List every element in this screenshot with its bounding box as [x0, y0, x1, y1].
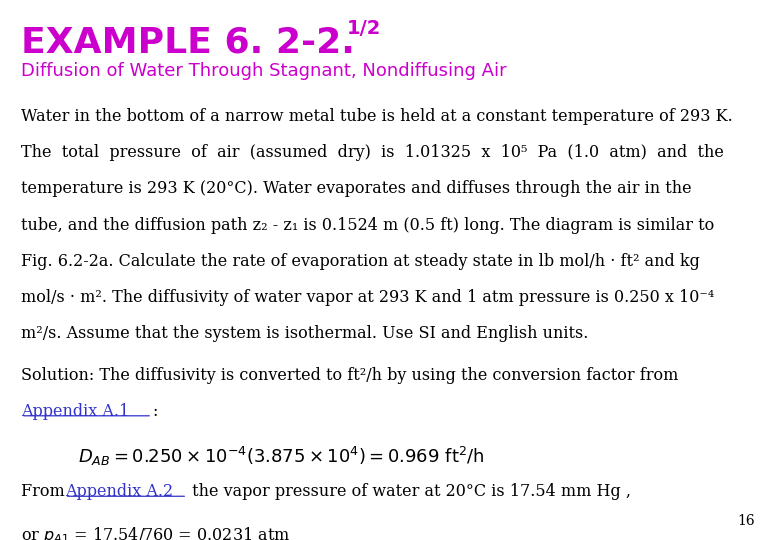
- Text: m²/s. Assume that the system is isothermal. Use SI and English units.: m²/s. Assume that the system is isotherm…: [21, 325, 588, 342]
- Text: 1/2: 1/2: [347, 19, 381, 38]
- Text: Solution: The diffusivity is converted to ft²/h by using the conversion factor f: Solution: The diffusivity is converted t…: [21, 367, 679, 383]
- Text: temperature is 293 K (20°C). Water evaporates and diffuses through the air in th: temperature is 293 K (20°C). Water evapo…: [21, 180, 692, 197]
- Text: or $p_{A1}$ = 17.54/760 = 0.0231 atm: or $p_{A1}$ = 17.54/760 = 0.0231 atm: [21, 525, 290, 540]
- Text: :: :: [152, 403, 158, 420]
- Text: Appendix A.2: Appendix A.2: [65, 483, 173, 500]
- Text: $D_{AB} = 0.250\times10^{-4}(3.875\times10^{4}) = 0.969\ \mathrm{ft^{2}/h}$: $D_{AB} = 0.250\times10^{-4}(3.875\times…: [78, 444, 484, 468]
- Text: mol/s · m². The diffusivity of water vapor at 293 K and 1 atm pressure is 0.250 : mol/s · m². The diffusivity of water vap…: [21, 289, 714, 306]
- Text: Fig. 6.2-2a. Calculate the rate of evaporation at steady state in lb mol/h · ft²: Fig. 6.2-2a. Calculate the rate of evapo…: [21, 253, 700, 269]
- Text: the vapor pressure of water at 20°C is 17.54 mm Hg ,: the vapor pressure of water at 20°C is 1…: [187, 483, 631, 500]
- Text: Appendix A.1: Appendix A.1: [21, 403, 129, 420]
- Text: The  total  pressure  of  air  (assumed  dry)  is  1.01325  x  10⁵  Pa  (1.0  at: The total pressure of air (assumed dry) …: [21, 144, 724, 161]
- Text: tube, and the diffusion path z₂ - z₁ is 0.1524 m (0.5 ft) long. The diagram is s: tube, and the diffusion path z₂ - z₁ is …: [21, 217, 714, 233]
- Text: EXAMPLE 6. 2-2.: EXAMPLE 6. 2-2.: [21, 26, 355, 60]
- Text: 16: 16: [737, 514, 755, 528]
- Text: Water in the bottom of a narrow metal tube is held at a constant temperature of : Water in the bottom of a narrow metal tu…: [21, 108, 732, 125]
- Text: From: From: [21, 483, 70, 500]
- Text: Diffusion of Water Through Stagnant, Nondiffusing Air: Diffusion of Water Through Stagnant, Non…: [21, 62, 507, 80]
